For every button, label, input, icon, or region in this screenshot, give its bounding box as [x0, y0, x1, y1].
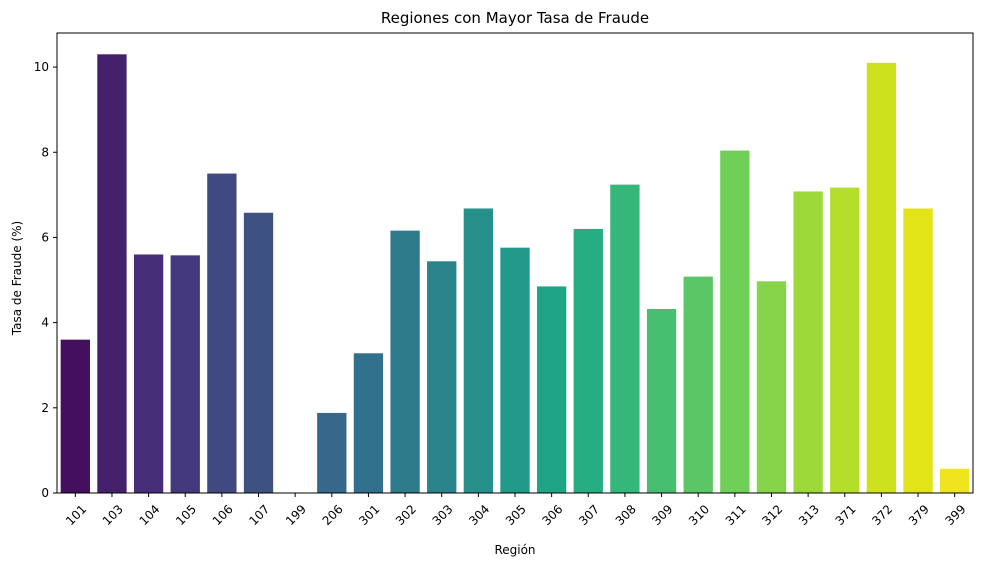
bar-107 — [243, 212, 274, 494]
bar-105 — [170, 255, 200, 493]
bar-302 — [390, 230, 420, 493]
bar-311 — [720, 150, 750, 494]
bar-310 — [683, 276, 713, 493]
x-tick-label-101: 101 — [63, 502, 89, 528]
bar-303 — [427, 261, 457, 493]
y-axis: 0 2 4 6 8 10 — [34, 60, 57, 500]
x-tick-label-372: 372 — [869, 502, 895, 528]
x-tick-label-309: 309 — [649, 502, 675, 528]
x-tick-label-307: 307 — [576, 502, 602, 528]
bar-306 — [536, 286, 567, 493]
x-tick-label-308: 308 — [613, 502, 639, 528]
bar-301 — [353, 353, 384, 493]
bar-101 — [60, 339, 90, 493]
x-tick-label-104: 104 — [136, 502, 162, 528]
bar-103 — [97, 54, 127, 493]
bar-206 — [317, 412, 347, 493]
x-tick-label-313: 313 — [796, 502, 822, 528]
bar-304 — [463, 208, 494, 493]
x-tick-label-311: 311 — [723, 502, 749, 528]
bars — [60, 54, 970, 494]
x-tick-label-306: 306 — [539, 502, 565, 528]
x-tick-label-106: 106 — [210, 502, 236, 528]
y-tick-label-2: 2 — [41, 401, 49, 415]
x-tick-label-107: 107 — [246, 502, 272, 528]
bar-308 — [610, 184, 640, 493]
x-tick-label-305: 305 — [503, 502, 529, 528]
bar-104 — [133, 254, 164, 493]
bar-309 — [646, 309, 677, 493]
bar-372 — [866, 62, 897, 493]
y-tick-label-0: 0 — [41, 486, 49, 500]
x-tick-label-103: 103 — [100, 502, 126, 528]
x-tick-label-302: 302 — [393, 502, 419, 528]
x-tick-label-304: 304 — [466, 502, 492, 528]
y-tick-label-6: 6 — [41, 230, 49, 244]
x-tick-label-371: 371 — [833, 502, 859, 528]
x-axis: 101 103 104 105 106 107 199 206 301 302 303 304 305 3… — [63, 493, 969, 528]
x-tick-label-303: 303 — [430, 502, 456, 528]
chart-title: Regiones con Mayor Tasa de Fraude — [381, 9, 649, 27]
x-tick-label-312: 312 — [759, 502, 785, 528]
y-tick-label-8: 8 — [41, 145, 49, 159]
y-tick-label-10: 10 — [34, 60, 49, 74]
bar-399 — [940, 468, 970, 493]
x-tick-label-105: 105 — [173, 502, 199, 528]
bar-371 — [830, 187, 860, 493]
bar-313 — [793, 191, 823, 493]
x-tick-label-206: 206 — [320, 502, 346, 528]
y-tick-label-4: 4 — [41, 316, 49, 330]
x-axis-label: Región — [494, 543, 535, 557]
bar-106 — [207, 173, 237, 494]
x-tick-label-310: 310 — [686, 502, 712, 528]
bar-312 — [756, 281, 787, 493]
x-tick-label-199: 199 — [283, 502, 309, 528]
x-tick-label-399: 399 — [942, 502, 968, 528]
x-tick-label-379: 379 — [906, 502, 932, 528]
bar-305 — [500, 247, 530, 493]
x-tick-label-301: 301 — [356, 502, 382, 528]
y-axis-label: Tasa de Fraude (%) — [10, 221, 24, 336]
bar-307 — [573, 228, 603, 494]
plot-frame — [56, 32, 974, 494]
bar-379 — [903, 208, 933, 493]
